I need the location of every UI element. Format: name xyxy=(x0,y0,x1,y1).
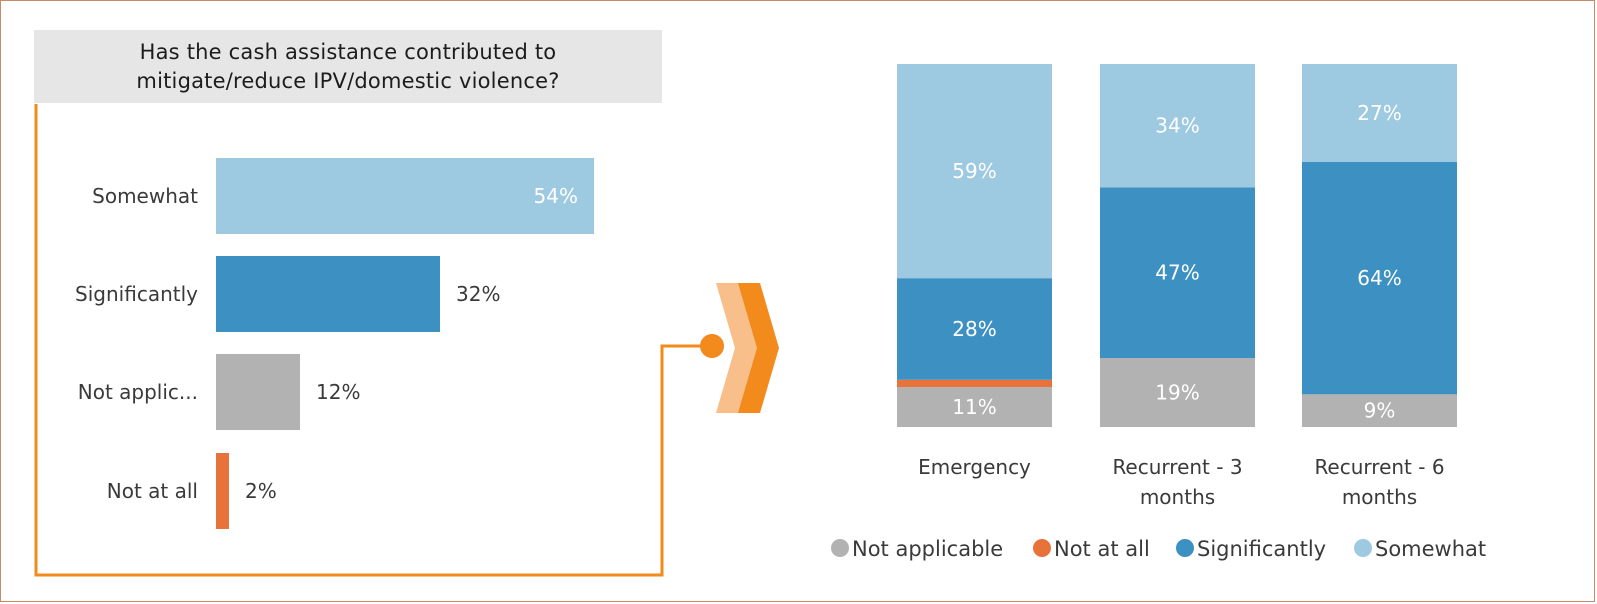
stacked-segment-label: 11% xyxy=(952,395,996,419)
column-category-label: Emergency xyxy=(918,455,1031,479)
question-title-line-1: Has the cash assistance contributed to xyxy=(139,39,557,64)
stacked-segment-2-2 xyxy=(1302,162,1457,395)
stacked-segment-label: 28% xyxy=(952,317,996,341)
stacked-segment-label: 9% xyxy=(1364,399,1396,423)
connector-line xyxy=(34,104,708,577)
legend-marker-3 xyxy=(1354,539,1372,557)
legend-marker-2 xyxy=(1176,539,1194,557)
connector-dot xyxy=(700,334,724,358)
stacked-segment-1-3 xyxy=(1100,64,1255,188)
column-category-label: months xyxy=(1342,485,1417,509)
hbar-value-label: 2% xyxy=(245,479,277,503)
stacked-segment-label: 27% xyxy=(1357,101,1401,125)
legend-label: Significantly xyxy=(1197,537,1326,561)
stacked-segment-label: 64% xyxy=(1357,266,1401,290)
hbar-category-label: Somewhat xyxy=(92,184,198,208)
legend-marker-0 xyxy=(831,539,849,557)
stacked-segment-2-3 xyxy=(1302,64,1457,163)
chevron-front-icon xyxy=(738,283,779,413)
column-category-label: Recurrent - 6 xyxy=(1314,455,1444,479)
hbar-category-label: Not at all xyxy=(107,479,198,503)
hbar-category-label: Significantly xyxy=(75,282,198,306)
stacked-segment-label: 19% xyxy=(1155,381,1199,405)
stacked-segment-2-0 xyxy=(1302,394,1457,427)
stacked-segment-label: 34% xyxy=(1155,114,1199,138)
hbar-value-label: 32% xyxy=(456,282,500,306)
hbar-value-label: 54% xyxy=(534,184,578,208)
question-title: Has the cash assistance contributed to m… xyxy=(136,38,559,96)
stacked-segment-0-1 xyxy=(897,379,1052,388)
hbar-category-label: Not applic... xyxy=(78,380,198,404)
hbar-2 xyxy=(216,354,300,430)
stacked-segment-1-2 xyxy=(1100,187,1255,359)
stacked-segment-0-0 xyxy=(897,387,1052,427)
hbar-1 xyxy=(216,256,440,332)
question-title-box: Has the cash assistance contributed to m… xyxy=(34,30,662,103)
legend-label: Not at all xyxy=(1054,537,1150,561)
hbar-3 xyxy=(216,453,229,529)
stacked-segment-1-0 xyxy=(1100,358,1255,427)
legend-label: Somewhat xyxy=(1375,537,1486,561)
legend-marker-1 xyxy=(1033,539,1051,557)
stacked-segment-0-3 xyxy=(897,64,1052,279)
legend-label: Not applicable xyxy=(852,537,1003,561)
hbar-0 xyxy=(216,158,594,234)
stacked-segment-label: 47% xyxy=(1155,261,1199,285)
question-title-line-2: mitigate/reduce IPV/domestic violence? xyxy=(136,68,560,93)
column-category-label: months xyxy=(1140,485,1215,509)
hbar-value-label: 12% xyxy=(316,380,360,404)
column-category-label: Recurrent - 3 xyxy=(1112,455,1242,479)
stacked-segment-0-2 xyxy=(897,278,1052,380)
stacked-segment-label: 59% xyxy=(952,159,996,183)
